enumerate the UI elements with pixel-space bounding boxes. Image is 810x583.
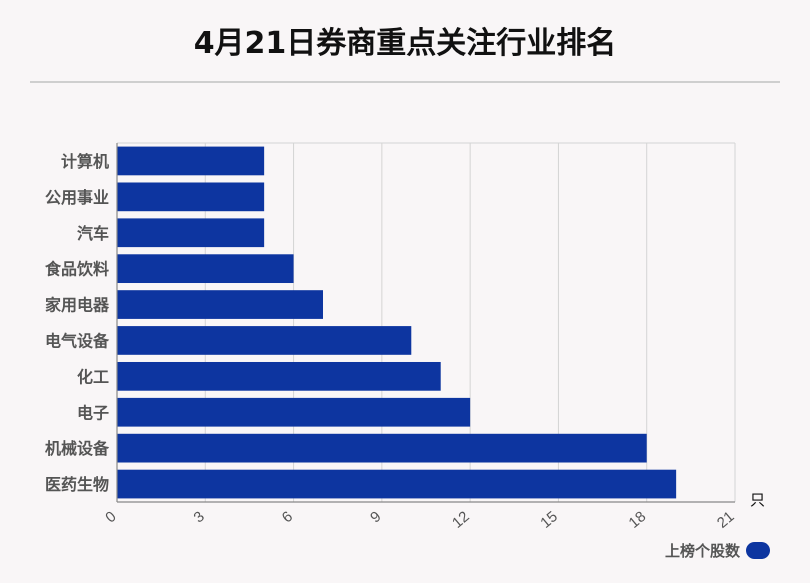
- bar: [117, 326, 412, 355]
- bar: [117, 218, 265, 248]
- axes: [116, 143, 735, 503]
- title-divider: [30, 81, 780, 83]
- category-label: 公用事业: [45, 188, 109, 207]
- x-tick-label: 18: [626, 508, 650, 532]
- bar: [117, 469, 677, 499]
- x-unit-label: 只: [750, 491, 765, 509]
- labels: 0 3 6 9 12 15 18 21 计算机公用事业汽车食品饮料家用电器电气设备化工电子机械设…: [44, 152, 765, 532]
- category-label: 化工: [77, 367, 109, 386]
- x-tick-label: 6: [279, 508, 296, 526]
- x-tick-label: 21: [714, 508, 738, 532]
- category-label: 计算机: [61, 152, 109, 171]
- legend-swatch: [746, 542, 770, 559]
- legend-label: 上榜个股数: [664, 542, 740, 560]
- bar: [117, 290, 323, 319]
- bar: [117, 361, 441, 391]
- legend[interactable]: 上榜个股数: [665, 540, 770, 561]
- x-tick-label: 0: [102, 508, 119, 526]
- x-tick-label: 9: [367, 508, 384, 526]
- chart-title: 4月21日券商重点关注行业排名: [193, 26, 617, 61]
- category-label: 机械设备: [45, 439, 110, 458]
- bar: [117, 254, 294, 284]
- x-tick-label: 15: [537, 508, 561, 532]
- bar: [117, 146, 265, 176]
- category-label: 食品饮料: [44, 260, 109, 279]
- bar: [117, 182, 265, 212]
- bar: [117, 433, 647, 463]
- category-label: 家用电器: [45, 296, 110, 315]
- category-label: 电子: [77, 403, 109, 422]
- category-label: 电气设备: [45, 331, 110, 350]
- category-label: 汽车: [77, 224, 109, 243]
- bar: [117, 397, 471, 427]
- category-label: 医药生物: [45, 475, 109, 494]
- bars: [117, 146, 677, 499]
- x-tick-label: 12: [449, 508, 473, 532]
- x-tick-label: 3: [191, 508, 208, 526]
